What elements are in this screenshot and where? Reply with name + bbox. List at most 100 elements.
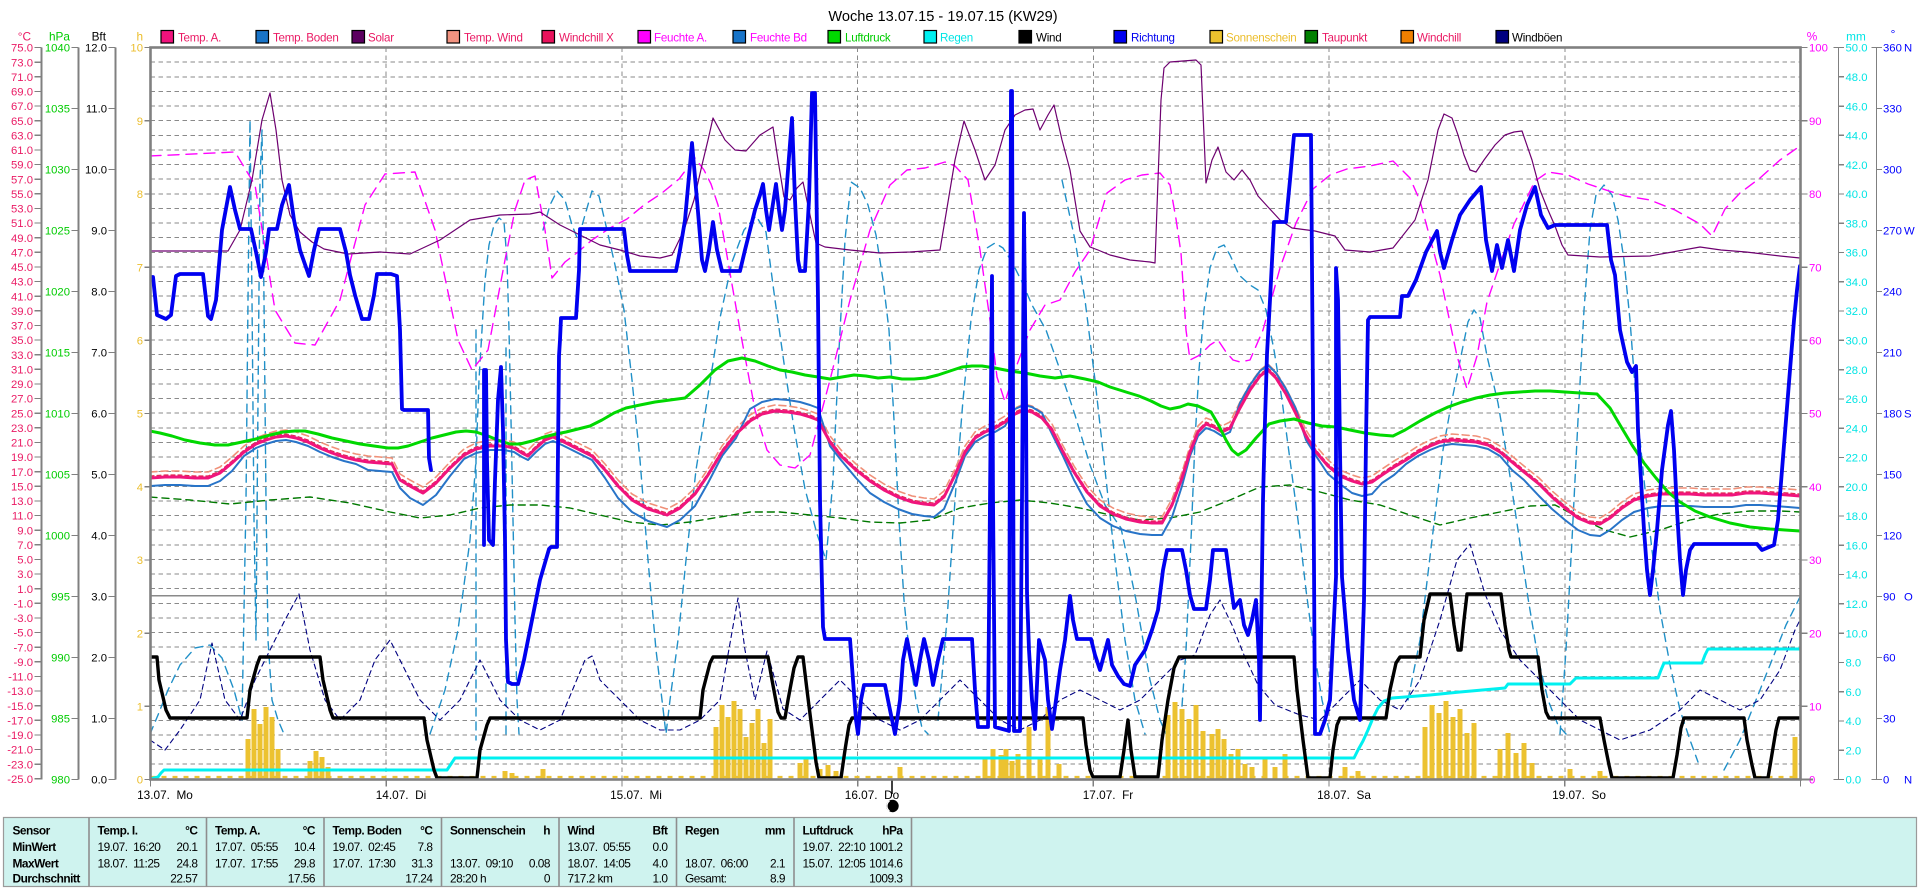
svg-text:mm: mm: [765, 824, 785, 838]
svg-text:10: 10: [1809, 702, 1822, 714]
svg-text:11.0: 11.0: [12, 511, 33, 523]
svg-text:°C: °C: [18, 30, 32, 44]
svg-text:°C: °C: [420, 824, 433, 838]
svg-text:11.0: 11.0: [86, 104, 107, 116]
svg-text:69.0: 69.0: [11, 87, 33, 99]
svg-text:4.0: 4.0: [652, 857, 668, 871]
svg-text:Regen: Regen: [685, 824, 719, 838]
svg-text:-9.0: -9.0: [14, 657, 33, 669]
svg-text:Richtung: Richtung: [1131, 32, 1175, 45]
svg-text:30: 30: [1809, 555, 1822, 567]
svg-text:17.07. Fr: 17.07. Fr: [1083, 788, 1134, 802]
svg-text:2.0: 2.0: [1846, 745, 1862, 757]
svg-text:57.0: 57.0: [11, 174, 33, 186]
svg-text:6.0: 6.0: [91, 409, 107, 421]
svg-text:65.0: 65.0: [11, 116, 33, 128]
svg-text:7: 7: [137, 262, 143, 274]
svg-text:30: 30: [1883, 714, 1896, 726]
svg-text:40.0: 40.0: [1846, 189, 1868, 201]
svg-text:Sensor: Sensor: [13, 824, 51, 838]
svg-text:18.0: 18.0: [1846, 511, 1868, 523]
svg-text:Woche 13.07.15 - 19.07.15 (KW2: Woche 13.07.15 - 19.07.15 (KW29): [828, 9, 1057, 25]
svg-text:19.07. 02:45: 19.07. 02:45: [333, 840, 397, 854]
svg-text:1000: 1000: [45, 531, 70, 543]
svg-text:59.0: 59.0: [11, 160, 33, 172]
svg-text:Windchill: Windchill: [1417, 32, 1461, 45]
svg-text:24.0: 24.0: [1846, 423, 1868, 435]
svg-text:h: h: [543, 824, 550, 838]
svg-text:28.0: 28.0: [1846, 365, 1868, 377]
svg-text:7.8: 7.8: [417, 840, 433, 854]
svg-text:50.0: 50.0: [1846, 43, 1868, 55]
svg-text:1015: 1015: [45, 348, 70, 360]
svg-text:15.07. 12:05: 15.07. 12:05: [803, 857, 867, 871]
svg-text:19.07. So: 19.07. So: [1552, 788, 1606, 802]
svg-text:MinWert: MinWert: [13, 840, 57, 854]
svg-text:45.0: 45.0: [11, 262, 33, 274]
svg-text:31.3: 31.3: [411, 857, 433, 871]
svg-text:18.07. 06:00: 18.07. 06:00: [685, 857, 749, 871]
svg-text:100: 100: [1809, 43, 1828, 55]
svg-text:34.0: 34.0: [1846, 277, 1868, 289]
svg-text:3: 3: [137, 555, 143, 567]
svg-text:19.0: 19.0: [11, 452, 33, 464]
svg-text:80: 80: [1809, 189, 1822, 201]
svg-text:12.0: 12.0: [85, 43, 107, 55]
svg-text:1020: 1020: [45, 287, 70, 299]
svg-text:13.07. 05:55: 13.07. 05:55: [568, 840, 632, 854]
svg-text:Temp. A.: Temp. A.: [178, 32, 221, 45]
svg-text:22.57: 22.57: [170, 872, 198, 886]
svg-text:h: h: [136, 30, 143, 44]
svg-text:38.0: 38.0: [1846, 218, 1868, 230]
svg-text:19.07. 16:20: 19.07. 16:20: [98, 840, 162, 854]
svg-text:55.0: 55.0: [11, 189, 33, 201]
svg-text:°C: °C: [303, 824, 316, 838]
svg-text:-1.0: -1.0: [14, 599, 33, 611]
svg-text:1: 1: [137, 702, 143, 714]
svg-text:Feuchte A.: Feuchte A.: [654, 32, 707, 45]
svg-text:0.0: 0.0: [91, 775, 107, 787]
svg-text:2: 2: [137, 628, 143, 640]
svg-text:17.07. 05:55: 17.07. 05:55: [215, 840, 279, 854]
svg-text:5.0: 5.0: [91, 470, 107, 482]
svg-text:240: 240: [1883, 287, 1902, 299]
svg-text:W: W: [1904, 226, 1915, 238]
svg-text:75.0: 75.0: [11, 43, 33, 55]
svg-text:Gesamt:: Gesamt:: [685, 872, 727, 886]
svg-text:0.0: 0.0: [652, 840, 668, 854]
svg-text:41.0: 41.0: [11, 291, 33, 303]
svg-text:3.0: 3.0: [17, 569, 33, 581]
svg-text:1005: 1005: [45, 470, 70, 482]
svg-text:3.0: 3.0: [91, 592, 107, 604]
svg-text:18.07. Sa: 18.07. Sa: [1317, 788, 1371, 802]
svg-text:17.56: 17.56: [288, 872, 316, 886]
svg-text:1.0: 1.0: [91, 714, 107, 726]
svg-text:4.0: 4.0: [91, 531, 107, 543]
svg-text:90: 90: [1883, 592, 1896, 604]
svg-text:-7.0: -7.0: [14, 642, 33, 654]
svg-text:10.0: 10.0: [1846, 628, 1868, 640]
svg-text:210: 210: [1883, 348, 1902, 360]
svg-text:2.0: 2.0: [91, 653, 107, 665]
svg-text:18.07. 14:05: 18.07. 14:05: [568, 857, 632, 871]
svg-text:Windböen: Windböen: [1512, 32, 1562, 45]
svg-text:-17.0: -17.0: [7, 716, 33, 728]
svg-text:10.0: 10.0: [85, 165, 107, 177]
svg-text:13.07. 09:10: 13.07. 09:10: [450, 857, 514, 871]
svg-text:Temp. Boden: Temp. Boden: [333, 824, 402, 838]
svg-text:0: 0: [544, 872, 551, 886]
svg-text:150: 150: [1883, 470, 1902, 482]
svg-text:29.0: 29.0: [11, 379, 33, 391]
svg-text:12.0: 12.0: [1846, 599, 1868, 611]
svg-text:-3.0: -3.0: [14, 613, 33, 625]
svg-text:-15.0: -15.0: [7, 701, 33, 713]
svg-text:17.07. 17:30: 17.07. 17:30: [333, 857, 397, 871]
svg-text:O: O: [1904, 592, 1913, 604]
svg-text:50: 50: [1809, 409, 1822, 421]
svg-text:300: 300: [1883, 165, 1902, 177]
svg-text:S: S: [1904, 409, 1912, 421]
svg-text:32.0: 32.0: [1846, 306, 1868, 318]
svg-text:24.8: 24.8: [176, 857, 198, 871]
svg-text:-23.0: -23.0: [7, 759, 33, 771]
svg-text:40: 40: [1809, 482, 1822, 494]
